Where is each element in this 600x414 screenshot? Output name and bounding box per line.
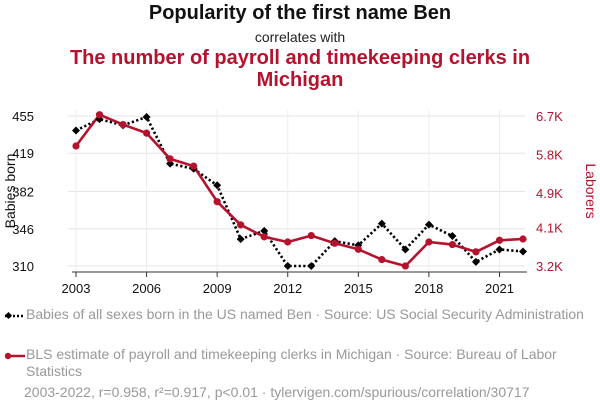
legend-label-clerks: BLS estimate of payroll and timekeeping … (26, 346, 557, 379)
data-point-ben (448, 232, 457, 240)
data-point-ben (495, 245, 504, 254)
series-line-clerks (74, 113, 524, 268)
x-tick-label: 2018 (414, 281, 443, 296)
data-point-clerks (331, 239, 339, 247)
data-point-clerks (448, 240, 457, 249)
y-right-tick-label: 4.1K (536, 220, 563, 235)
x-tick-label: 2003 (62, 281, 91, 296)
y-right-tick-label: 4.9K (536, 186, 563, 201)
x-tick-label: 2015 (344, 281, 373, 296)
data-point-clerks (142, 129, 151, 137)
data-point-clerks (378, 255, 386, 264)
gridlines (68, 110, 525, 272)
chart-subtitle: correlates with (254, 29, 346, 45)
y-left-tick-label: 419 (12, 146, 34, 161)
series-line-ben (75, 115, 524, 268)
chart-title-secondary: The number of payroll and timekeeping cl… (69, 47, 531, 91)
x-tick-label: 2021 (485, 281, 514, 296)
y-left-tick-label: 310 (12, 259, 34, 274)
y-axis-left-label: Babies born (2, 154, 18, 229)
data-point-clerks (260, 233, 268, 241)
data-point-ben (283, 262, 292, 270)
y-left-tick-label: 455 (12, 109, 34, 124)
data-point-clerks (472, 248, 480, 256)
data-point-clerks (495, 236, 504, 244)
line-chart: 2003 2006 2009 2012 2015 2018 2021 310 346 382 41… (2, 109, 599, 296)
y-left-tick-label: 346 (12, 222, 34, 237)
data-point-ben (377, 219, 386, 228)
x-tick-label: 2009 (203, 281, 232, 296)
x-tick-label: 2012 (273, 281, 302, 296)
data-point-clerks (95, 111, 104, 119)
data-point-clerks (354, 245, 362, 253)
data-point-clerks (190, 162, 198, 170)
data-point-clerks (519, 235, 527, 243)
data-point-ben (519, 247, 527, 256)
data-point-clerks (237, 221, 245, 229)
data-point-ben (471, 257, 480, 266)
data-point-clerks (213, 198, 221, 206)
data-point-ben (307, 262, 316, 270)
y-right-tick-label: 6.7K (536, 109, 563, 124)
x-axis: 2003 2006 2009 2012 2015 2018 2021 (62, 271, 527, 296)
legend-label-ben: Babies of all sexes born in the US named… (26, 306, 584, 322)
y-left-tick-label: 382 (12, 185, 34, 200)
data-point-clerks (72, 142, 80, 150)
x-tick-label: 2006 (132, 281, 161, 296)
data-point-clerks (425, 238, 433, 246)
data-point-ben (142, 113, 151, 122)
data-point-clerks (166, 155, 174, 163)
y-axis-right: 3.2K 4.1K 4.9K 5.8K 6.7K (536, 109, 563, 274)
data-point-ben (72, 126, 80, 135)
data-point-ben (401, 245, 410, 254)
footer-stats: 2003-2022, r=0.958, r²=0.917, p<0.01 · t… (24, 384, 530, 400)
series-lines (74, 113, 524, 268)
legend-swatch-ben (4, 311, 25, 320)
data-point-clerks (119, 120, 127, 129)
legend-swatch-clerks (4, 352, 25, 360)
data-point-clerks (401, 262, 409, 270)
data-point-clerks (307, 231, 315, 240)
y-axis-left: 310 346 382 419 455 (12, 109, 34, 274)
data-point-ben (236, 235, 245, 244)
y-right-tick-label: 3.2K (536, 259, 563, 274)
series-markers (72, 111, 527, 270)
y-axis-right-label: Laborers (583, 163, 599, 218)
data-point-clerks (284, 238, 292, 246)
data-point-ben (260, 226, 269, 235)
data-point-ben (424, 220, 433, 229)
chart-title: Popularity of the first name Ben (148, 2, 452, 24)
y-right-tick-label: 5.8K (536, 148, 563, 163)
data-point-ben (213, 181, 222, 190)
